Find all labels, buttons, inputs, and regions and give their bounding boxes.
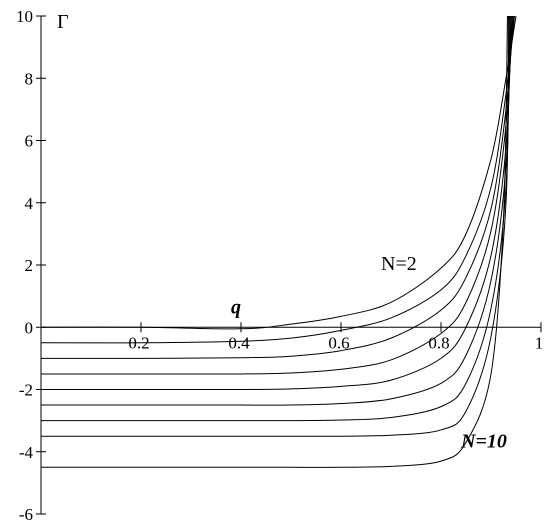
- y-axis-label: Γ: [57, 11, 69, 33]
- series-line-n3: [40, 15, 515, 344]
- y-tick-label: 4: [25, 194, 34, 213]
- x-tick-label: 1: [535, 333, 544, 352]
- x-tick-label: 0.8: [428, 333, 449, 352]
- series-line-n4: [40, 15, 514, 359]
- annotation-label: N=2: [381, 253, 417, 275]
- x-tick-label: 0.4: [228, 333, 250, 352]
- y-tick-label: 2: [25, 256, 34, 275]
- series-line-n9: [41, 15, 509, 437]
- x-tick-label: 0.6: [328, 333, 349, 352]
- y-tick-label: 0: [25, 318, 34, 337]
- y-tick-label: 10: [16, 7, 33, 26]
- y-tick-label: 8: [25, 69, 34, 88]
- annotations-group: N=2 N=10: [381, 253, 507, 452]
- y-tick-label: -6: [19, 505, 33, 524]
- x-axis-label: q: [231, 296, 241, 318]
- y-tick-label: 6: [25, 132, 34, 151]
- y-ticks-group: 10 8 6 4 2 0 -2 -4 -6: [16, 7, 46, 524]
- y-tick-label: -4: [19, 443, 34, 462]
- series-line-n5: [41, 15, 513, 375]
- series-line-n7: [41, 15, 511, 406]
- y-tick-label: -2: [19, 381, 33, 400]
- curves-group: [40, 15, 517, 468]
- annotation-label: N=10: [460, 430, 507, 452]
- x-ticks-group: 0.2 0.4 0.6 0.8 1: [128, 322, 543, 352]
- series-line-n2: [40, 15, 517, 330]
- series-line-n10: [41, 15, 508, 468]
- x-tick-label: 0.2: [128, 333, 149, 352]
- series-line-n6: [41, 15, 512, 391]
